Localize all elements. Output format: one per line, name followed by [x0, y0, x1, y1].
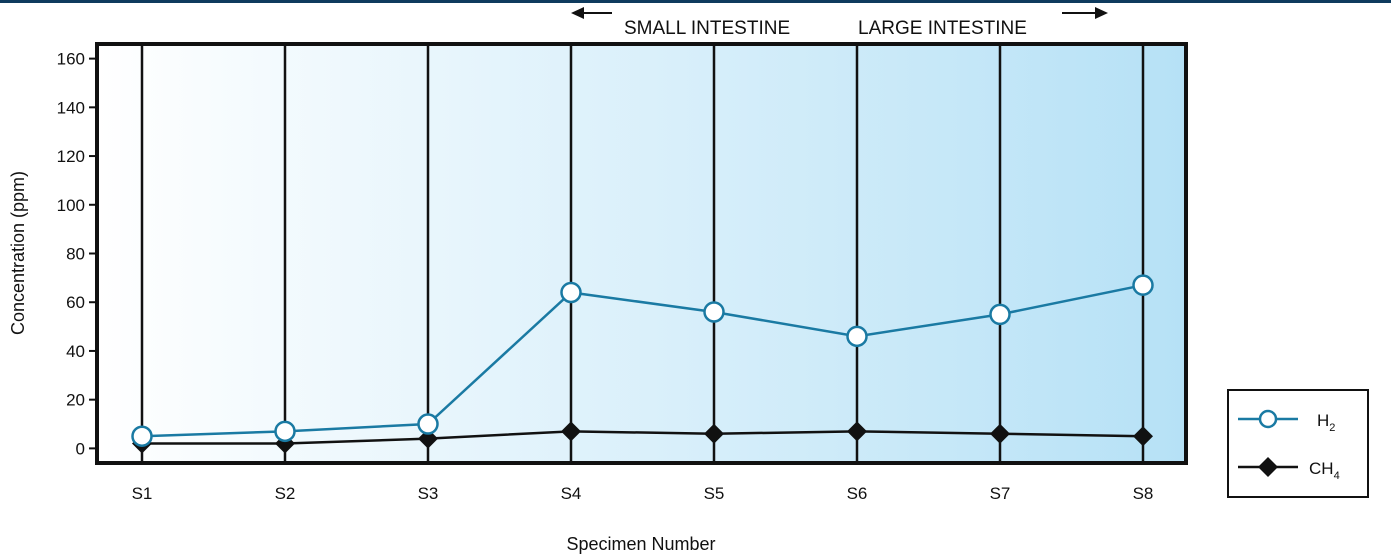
y-tick-label-160: 160: [57, 50, 85, 69]
y-axis-title: Concentration (ppm): [8, 171, 28, 335]
x-tick-label-s7: S7: [990, 484, 1011, 503]
y-tick-label-60: 60: [66, 293, 85, 312]
x-tick-label-s2: S2: [275, 484, 296, 503]
x-tick-label-s5: S5: [704, 484, 725, 503]
left-arrow-head: [571, 7, 584, 19]
y-tick-label-80: 80: [66, 245, 85, 264]
x-tick-label-s1: S1: [132, 484, 153, 503]
legend-ch4-label: CH4: [1309, 459, 1340, 482]
ch4-point-s7: [990, 423, 1010, 444]
legend-box: [1227, 389, 1369, 498]
h2-point-s7: [989, 303, 1011, 326]
ch4-point-s6: [847, 421, 867, 442]
vertical-gridlines: [140, 44, 1145, 463]
x-tick-label-s4: S4: [561, 484, 582, 503]
legend-h2-marker: [1258, 409, 1278, 429]
y-axis: 0 20 40 60 80 100 120 140 160: [57, 50, 97, 458]
series-h2: [131, 274, 1154, 447]
y-tick-label-140: 140: [57, 98, 85, 117]
y-tick-label-120: 120: [57, 147, 85, 166]
ch4-point-s3: [418, 428, 438, 449]
legend-item-ch4: CH4: [1238, 457, 1340, 482]
x-tick-label-s6: S6: [847, 484, 868, 503]
ch4-point-s5: [704, 423, 724, 444]
h2-point-s3: [417, 413, 439, 435]
ch4-point-s4: [561, 421, 581, 442]
h2-point-s5: [703, 301, 725, 323]
h2-point-s4: [560, 281, 582, 304]
small-intestine-label: SMALL INTESTINE: [624, 18, 790, 39]
legend: H2 CH4: [1227, 389, 1369, 498]
y-tick-label-100: 100: [57, 196, 85, 215]
large-intestine-label: LARGE INTESTINE: [858, 18, 1027, 39]
ch4-point-s8: [1133, 426, 1153, 447]
y-tick-label-20: 20: [66, 391, 85, 410]
x-axis-title: Specimen Number: [566, 534, 715, 554]
plot-background: [97, 44, 1186, 463]
right-arrow-head: [1095, 7, 1108, 19]
legend-item-h2: H2: [1238, 409, 1335, 434]
y-tick-label-0: 0: [76, 439, 85, 458]
legend-h2-label: H2: [1317, 411, 1335, 434]
legend-ch4-marker: [1258, 457, 1278, 477]
h2-point-s6: [846, 325, 868, 348]
x-tick-label-s8: S8: [1133, 484, 1154, 503]
h2-point-s8: [1132, 274, 1154, 296]
ch4-line: [142, 430, 1144, 445]
h2-line: [141, 283, 1144, 438]
x-tick-label-s3: S3: [418, 484, 439, 503]
h2-point-s1: [131, 425, 153, 447]
region-annotation: SMALL INTESTINE LARGE INTESTINE: [571, 7, 1108, 39]
top-rule: [0, 0, 1391, 3]
y-tick-label-40: 40: [66, 342, 85, 361]
h2-point-s2: [274, 420, 296, 443]
x-axis: S1 S2 S3 S4 S5 S6 S7 S8: [132, 484, 1154, 503]
